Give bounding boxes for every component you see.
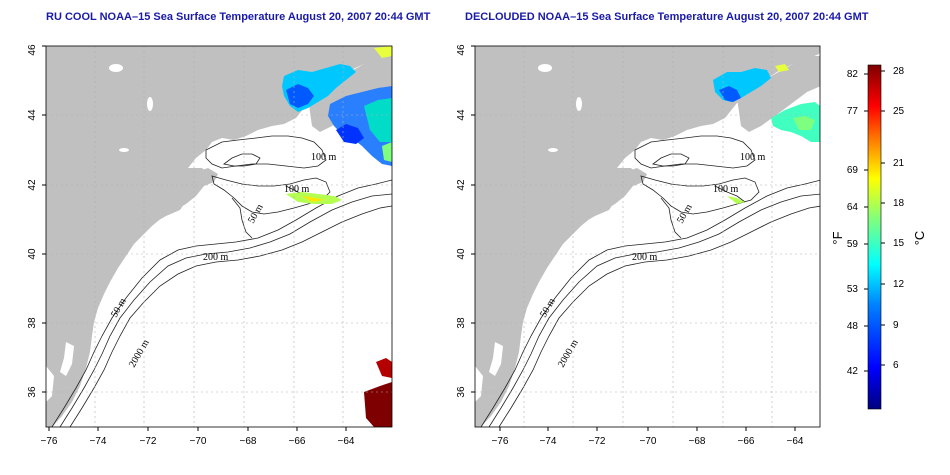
lat-tick-label: 42 [27, 179, 38, 191]
lon-tick-label: −66 [289, 436, 306, 447]
fahrenheit-tick: 82 [847, 69, 859, 80]
celsius-tick: 12 [893, 279, 905, 290]
lat-tick-label: 42 [456, 179, 467, 191]
colorbar-ramp [867, 64, 882, 410]
left-map-panel: 100 m 100 m 50 m 200 m 50 m 2000 m [45, 45, 393, 428]
fahrenheit-tick: 64 [847, 202, 859, 213]
celsius-tick: 18 [893, 198, 905, 209]
lat-tick-label: 40 [456, 248, 467, 260]
right-lon-axis: −76 −74 −72 −70 −68 −66 −64 [492, 427, 804, 447]
lon-tick-label: −74 [90, 436, 107, 447]
fahrenheit-tick: 77 [847, 106, 859, 117]
lat-tick-label: 36 [27, 386, 38, 398]
left-map-frame [45, 45, 393, 428]
left-panel-title: RU COOL NOAA–15 Sea Surface Temperature … [46, 11, 431, 23]
left-lon-axis: −76 −74 −72 −70 −68 −66 −64 [41, 427, 355, 447]
lat-tick-label: 46 [456, 44, 467, 56]
fahrenheit-tick: 59 [847, 239, 859, 250]
right-lat-axis: 36 38 40 42 44 46 [456, 44, 475, 398]
contour-label: 100 m [311, 152, 337, 163]
celsius-tick: 25 [893, 106, 905, 117]
fahrenheit-tick: 69 [847, 165, 859, 176]
contour-label: 100 m [740, 152, 766, 163]
lon-tick-label: −64 [338, 436, 355, 447]
lat-tick-label: 44 [27, 109, 38, 121]
lon-tick-label: −76 [492, 436, 509, 447]
contour-label: 200 m [203, 252, 229, 263]
contour-label: 100 m [713, 184, 739, 195]
lat-tick-label: 38 [456, 317, 467, 329]
fahrenheit-tick: 42 [847, 366, 859, 377]
lon-tick-label: −70 [190, 436, 207, 447]
celsius-tick: 6 [893, 360, 899, 371]
contour-label: 100 m [284, 184, 310, 195]
celsius-tick: 28 [893, 66, 905, 77]
lon-tick-label: −76 [41, 436, 58, 447]
lon-tick-label: −68 [689, 436, 706, 447]
left-lat-axis: 36 38 40 42 44 46 [27, 44, 46, 398]
lon-tick-label: −72 [140, 436, 157, 447]
lat-tick-label: 44 [456, 109, 467, 121]
fahrenheit-tick: 53 [847, 284, 859, 295]
lon-tick-label: −70 [640, 436, 657, 447]
lon-tick-label: −72 [589, 436, 606, 447]
celsius-tick: 9 [893, 320, 899, 331]
lat-tick-label: 40 [27, 248, 38, 260]
fahrenheit-unit-label: °F [830, 231, 845, 244]
fahrenheit-tick: 48 [847, 321, 859, 332]
lon-tick-label: −68 [240, 436, 257, 447]
right-map-panel: 100 m 100 m 50 m 200 m 50 m 2000 m [474, 45, 821, 428]
contour-label: 200 m [632, 252, 658, 263]
lat-tick-label: 46 [27, 44, 38, 56]
celsius-tick: 15 [893, 238, 905, 249]
lon-tick-label: −66 [738, 436, 755, 447]
right-panel-title: DECLOUDED NOAA–15 Sea Surface Temperatur… [465, 11, 869, 23]
celsius-unit-label: °C [912, 231, 927, 246]
celsius-tick: 21 [893, 158, 905, 169]
colorbar: 82 77 69 64 59 53 48 42 28 25 21 18 15 1… [830, 64, 927, 410]
lat-tick-label: 36 [456, 386, 467, 398]
lon-tick-label: −74 [540, 436, 557, 447]
lat-tick-label: 38 [27, 317, 38, 329]
lon-tick-label: −64 [787, 436, 804, 447]
